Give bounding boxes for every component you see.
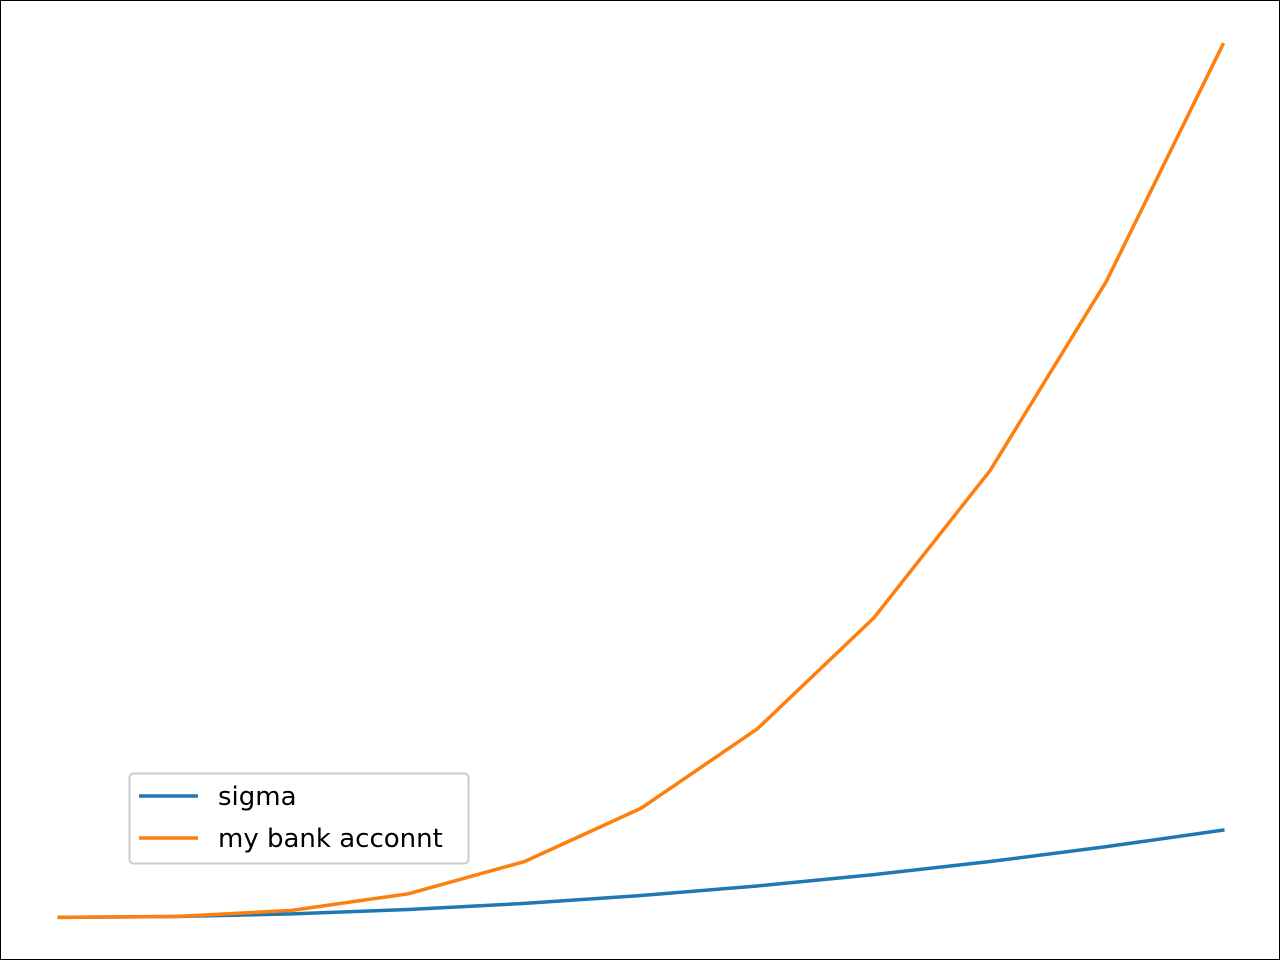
series-line-sigma [57, 828, 1225, 920]
series-layer [57, 42, 1226, 920]
legend-label-sigma: sigma [218, 782, 297, 812]
legend-label-my-bank-acconnt: my bank acconnt [218, 824, 443, 854]
legend-box [128, 772, 470, 865]
series-line-my-bank-acconnt [57, 42, 1226, 920]
legend: sigma my bank acconnt [128, 772, 470, 865]
